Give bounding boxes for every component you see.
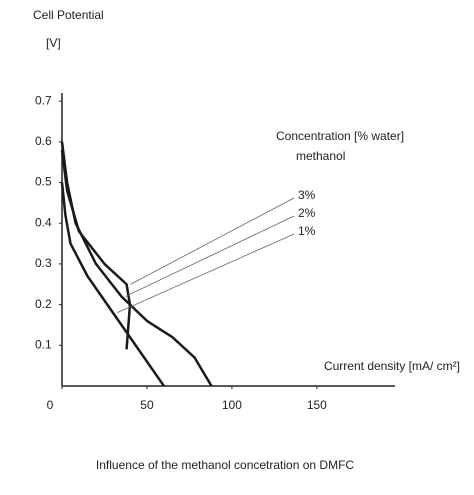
y-tick-label: 0.4 — [35, 215, 52, 229]
y-axis-label: [V] — [46, 36, 61, 50]
y-tick-label: 0.7 — [35, 93, 52, 107]
data-line — [60, 149, 132, 350]
y-tick-label: 0.6 — [35, 134, 52, 148]
leader-line — [125, 215, 295, 297]
legend-label: 3% — [298, 188, 316, 202]
legend-label: 2% — [298, 206, 316, 220]
x-tick-label: 100 — [222, 398, 242, 412]
x-tick-label: 0 — [47, 398, 54, 412]
x-axis-label: Current density [mA/ cm²] — [324, 359, 460, 373]
annotation: Concentration [% water] — [276, 129, 404, 143]
leader-line — [130, 197, 295, 285]
data-line — [60, 141, 213, 387]
legend-label: 1% — [298, 224, 316, 238]
leader-line — [116, 233, 295, 314]
y-tick-label: 0.5 — [35, 175, 52, 189]
data-line — [60, 182, 165, 387]
y-tick-label: 0.2 — [35, 297, 52, 311]
y-axis-label: Cell Potential — [33, 8, 104, 22]
x-tick-label: 50 — [140, 398, 154, 412]
x-tick-label: 150 — [307, 398, 327, 412]
caption: Influence of the methanol concetration o… — [96, 458, 354, 472]
annotation: methanol — [296, 149, 345, 163]
y-tick-label: 0.1 — [35, 337, 52, 351]
y-tick-label: 0.3 — [35, 256, 52, 270]
